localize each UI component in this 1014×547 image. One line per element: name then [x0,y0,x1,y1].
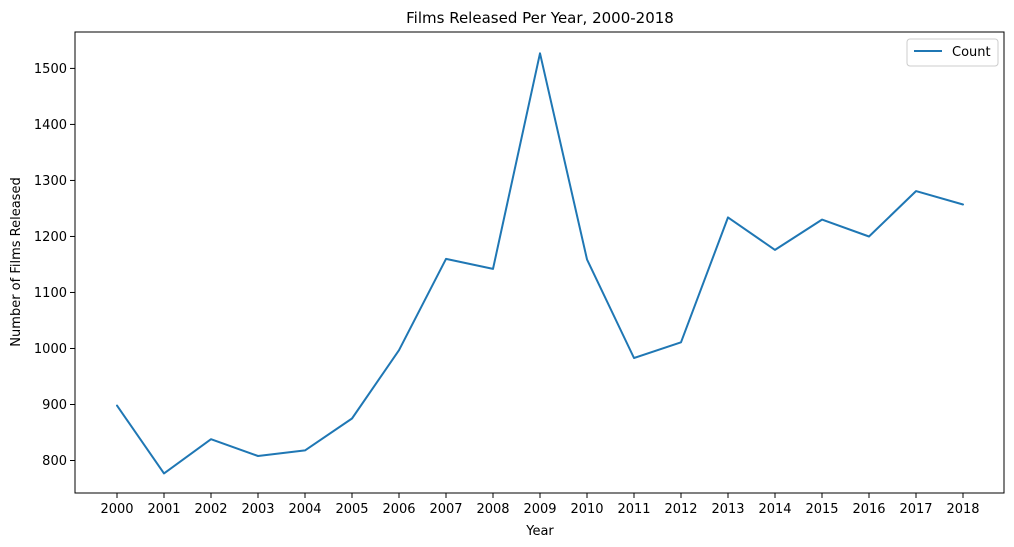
x-tick-label: 2002 [194,502,227,517]
y-tick-label: 1300 [34,174,67,189]
x-tick-label: 2011 [617,502,650,517]
x-tick-label: 2017 [899,502,932,517]
x-tick-label: 2018 [946,502,979,517]
y-tick-label: 800 [42,454,67,469]
y-tick-label: 1400 [34,118,67,133]
x-tick-label: 2013 [711,502,744,517]
x-tick-label: 2001 [147,502,180,517]
y-tick-label: 1100 [34,286,67,301]
x-tick-label: 2012 [664,502,697,517]
chart-title: Films Released Per Year, 2000-2018 [406,9,674,27]
y-axis-label: Number of Films Released [9,177,24,346]
x-tick-label: 2007 [429,502,462,517]
series-layer [116,52,964,475]
x-tick-label: 2006 [382,502,415,517]
x-tick-label: 2014 [758,502,791,517]
legend-box [906,38,999,67]
y-tick-label: 1500 [34,62,67,77]
y-tick-label: 1200 [34,230,67,245]
x-tick-label: 2010 [570,502,603,517]
x-tick-label: 2000 [100,502,133,517]
x-tick-label: 2016 [852,502,885,517]
x-axis-label: Year [525,524,554,539]
y-tick-label: 900 [42,398,67,413]
plot-area-frame [74,31,1005,494]
x-axis: 2000 2001 2002 2003 2004 2005 2006 2007 2008 2009… [100,493,980,517]
x-tick-label: 2003 [241,502,274,517]
x-tick-label: 2004 [288,502,321,517]
x-tick-label: 2008 [476,502,509,517]
y-tick-label: 1000 [34,342,67,357]
legend: Count [906,38,999,67]
series-line-count [116,52,964,475]
x-tick-label: 2005 [335,502,368,517]
legend-label: Count [952,45,991,60]
y-axis: 800 900 1000 1100 1200 1300 1400 1500 [34,62,75,469]
x-tick-label: 2015 [805,502,838,517]
x-tick-label: 2009 [523,502,556,517]
